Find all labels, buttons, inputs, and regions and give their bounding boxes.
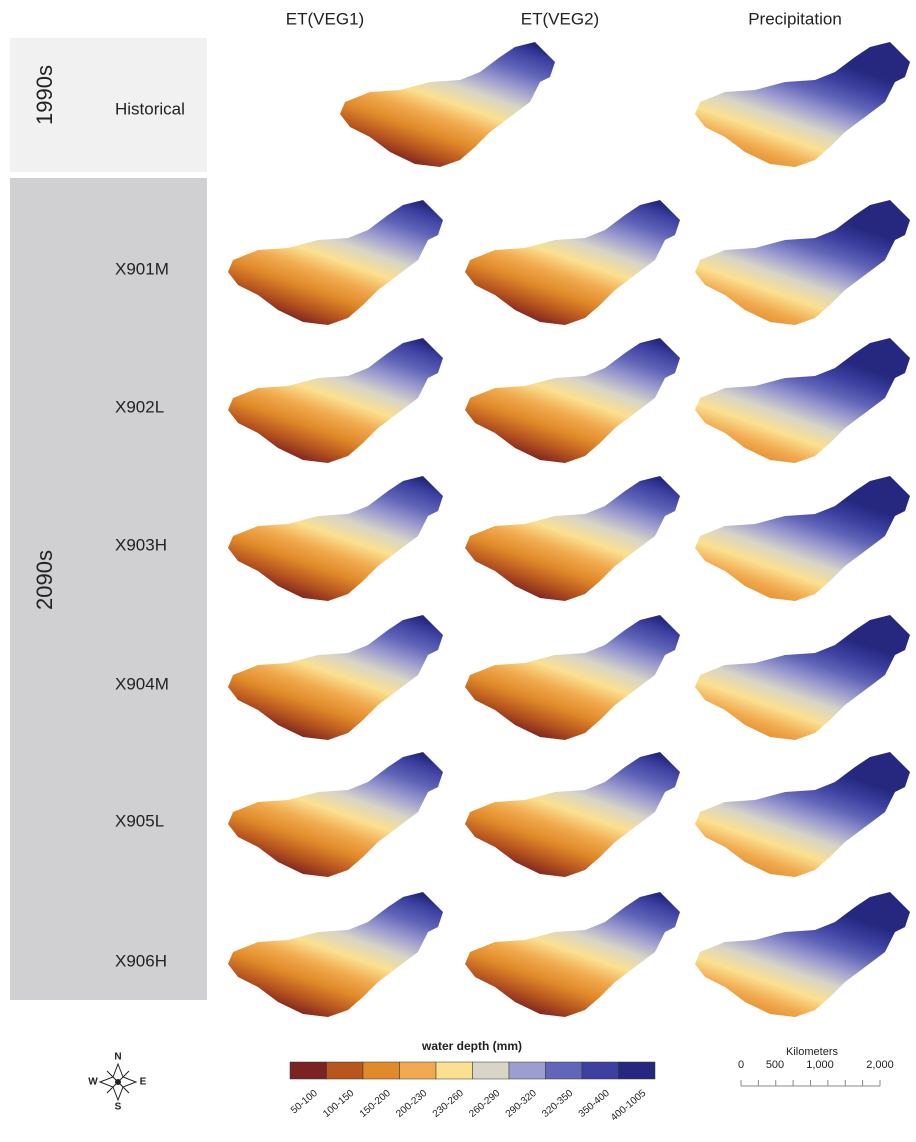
scale-label: 1,000 [806,1059,834,1071]
legend-label: 260-290 [467,1088,503,1120]
legend-swatch [472,1061,510,1080]
compass-letter: E [140,1077,147,1088]
map [465,752,680,877]
legend-swatch [399,1061,437,1080]
legend-label: 350-400 [577,1088,613,1120]
map [695,752,910,877]
row-label: X902L [115,397,164,416]
compass-letter: W [88,1077,98,1088]
legend-swatch [435,1061,473,1080]
legend-label: 320-350 [540,1088,576,1120]
scale-title: Kilometers [786,1046,838,1058]
map [465,892,680,1017]
period-label: 1990s [32,65,57,125]
legend-title: water depth (mm) [421,1039,522,1053]
map [228,752,443,877]
map [228,892,443,1017]
map [340,42,555,167]
legend-swatch [326,1061,364,1080]
legend-swatch [618,1061,656,1080]
map [695,615,910,740]
map [695,476,910,601]
column-header: Precipitation [748,9,842,28]
legend-swatch [362,1061,400,1080]
row-label: X901M [115,259,169,278]
period-panel [10,178,207,1000]
row-label: X903H [115,535,167,554]
map [228,476,443,601]
period-label: 2090s [32,550,57,610]
period-panel [10,38,207,172]
map [695,338,910,463]
legend-label: 100-150 [321,1088,357,1120]
map [465,200,680,325]
map [228,338,443,463]
compass-center [115,1079,121,1085]
map [228,200,443,325]
row-label: Historical [115,99,185,118]
scale-label: 2,000 [866,1059,894,1071]
legend-label: 400-1005 [609,1088,649,1124]
map [228,615,443,740]
map [465,338,680,463]
scale-label: 0 [738,1059,744,1071]
legend-label: 290-320 [504,1088,540,1120]
compass-letter: S [115,1102,122,1113]
legend-label: 200-230 [394,1088,430,1120]
legend-swatch [545,1061,583,1080]
legend-swatch [581,1061,619,1080]
map [695,892,910,1017]
compass-letter: N [114,1052,121,1063]
row-label: X905L [115,811,164,830]
column-header: ET(VEG2) [521,9,599,28]
scale-label: 500 [766,1059,784,1071]
legend-label: 50-100 [289,1088,320,1117]
row-label: X906H [115,951,167,970]
legend-label: 150-200 [358,1088,394,1120]
row-label: X904M [115,674,169,693]
column-header: ET(VEG1) [286,9,364,28]
legend-swatch [289,1061,327,1080]
map [465,615,680,740]
legend-swatch [508,1061,546,1080]
map [695,200,910,325]
legend-label: 230-260 [431,1088,467,1120]
map [695,42,910,167]
map [465,476,680,601]
